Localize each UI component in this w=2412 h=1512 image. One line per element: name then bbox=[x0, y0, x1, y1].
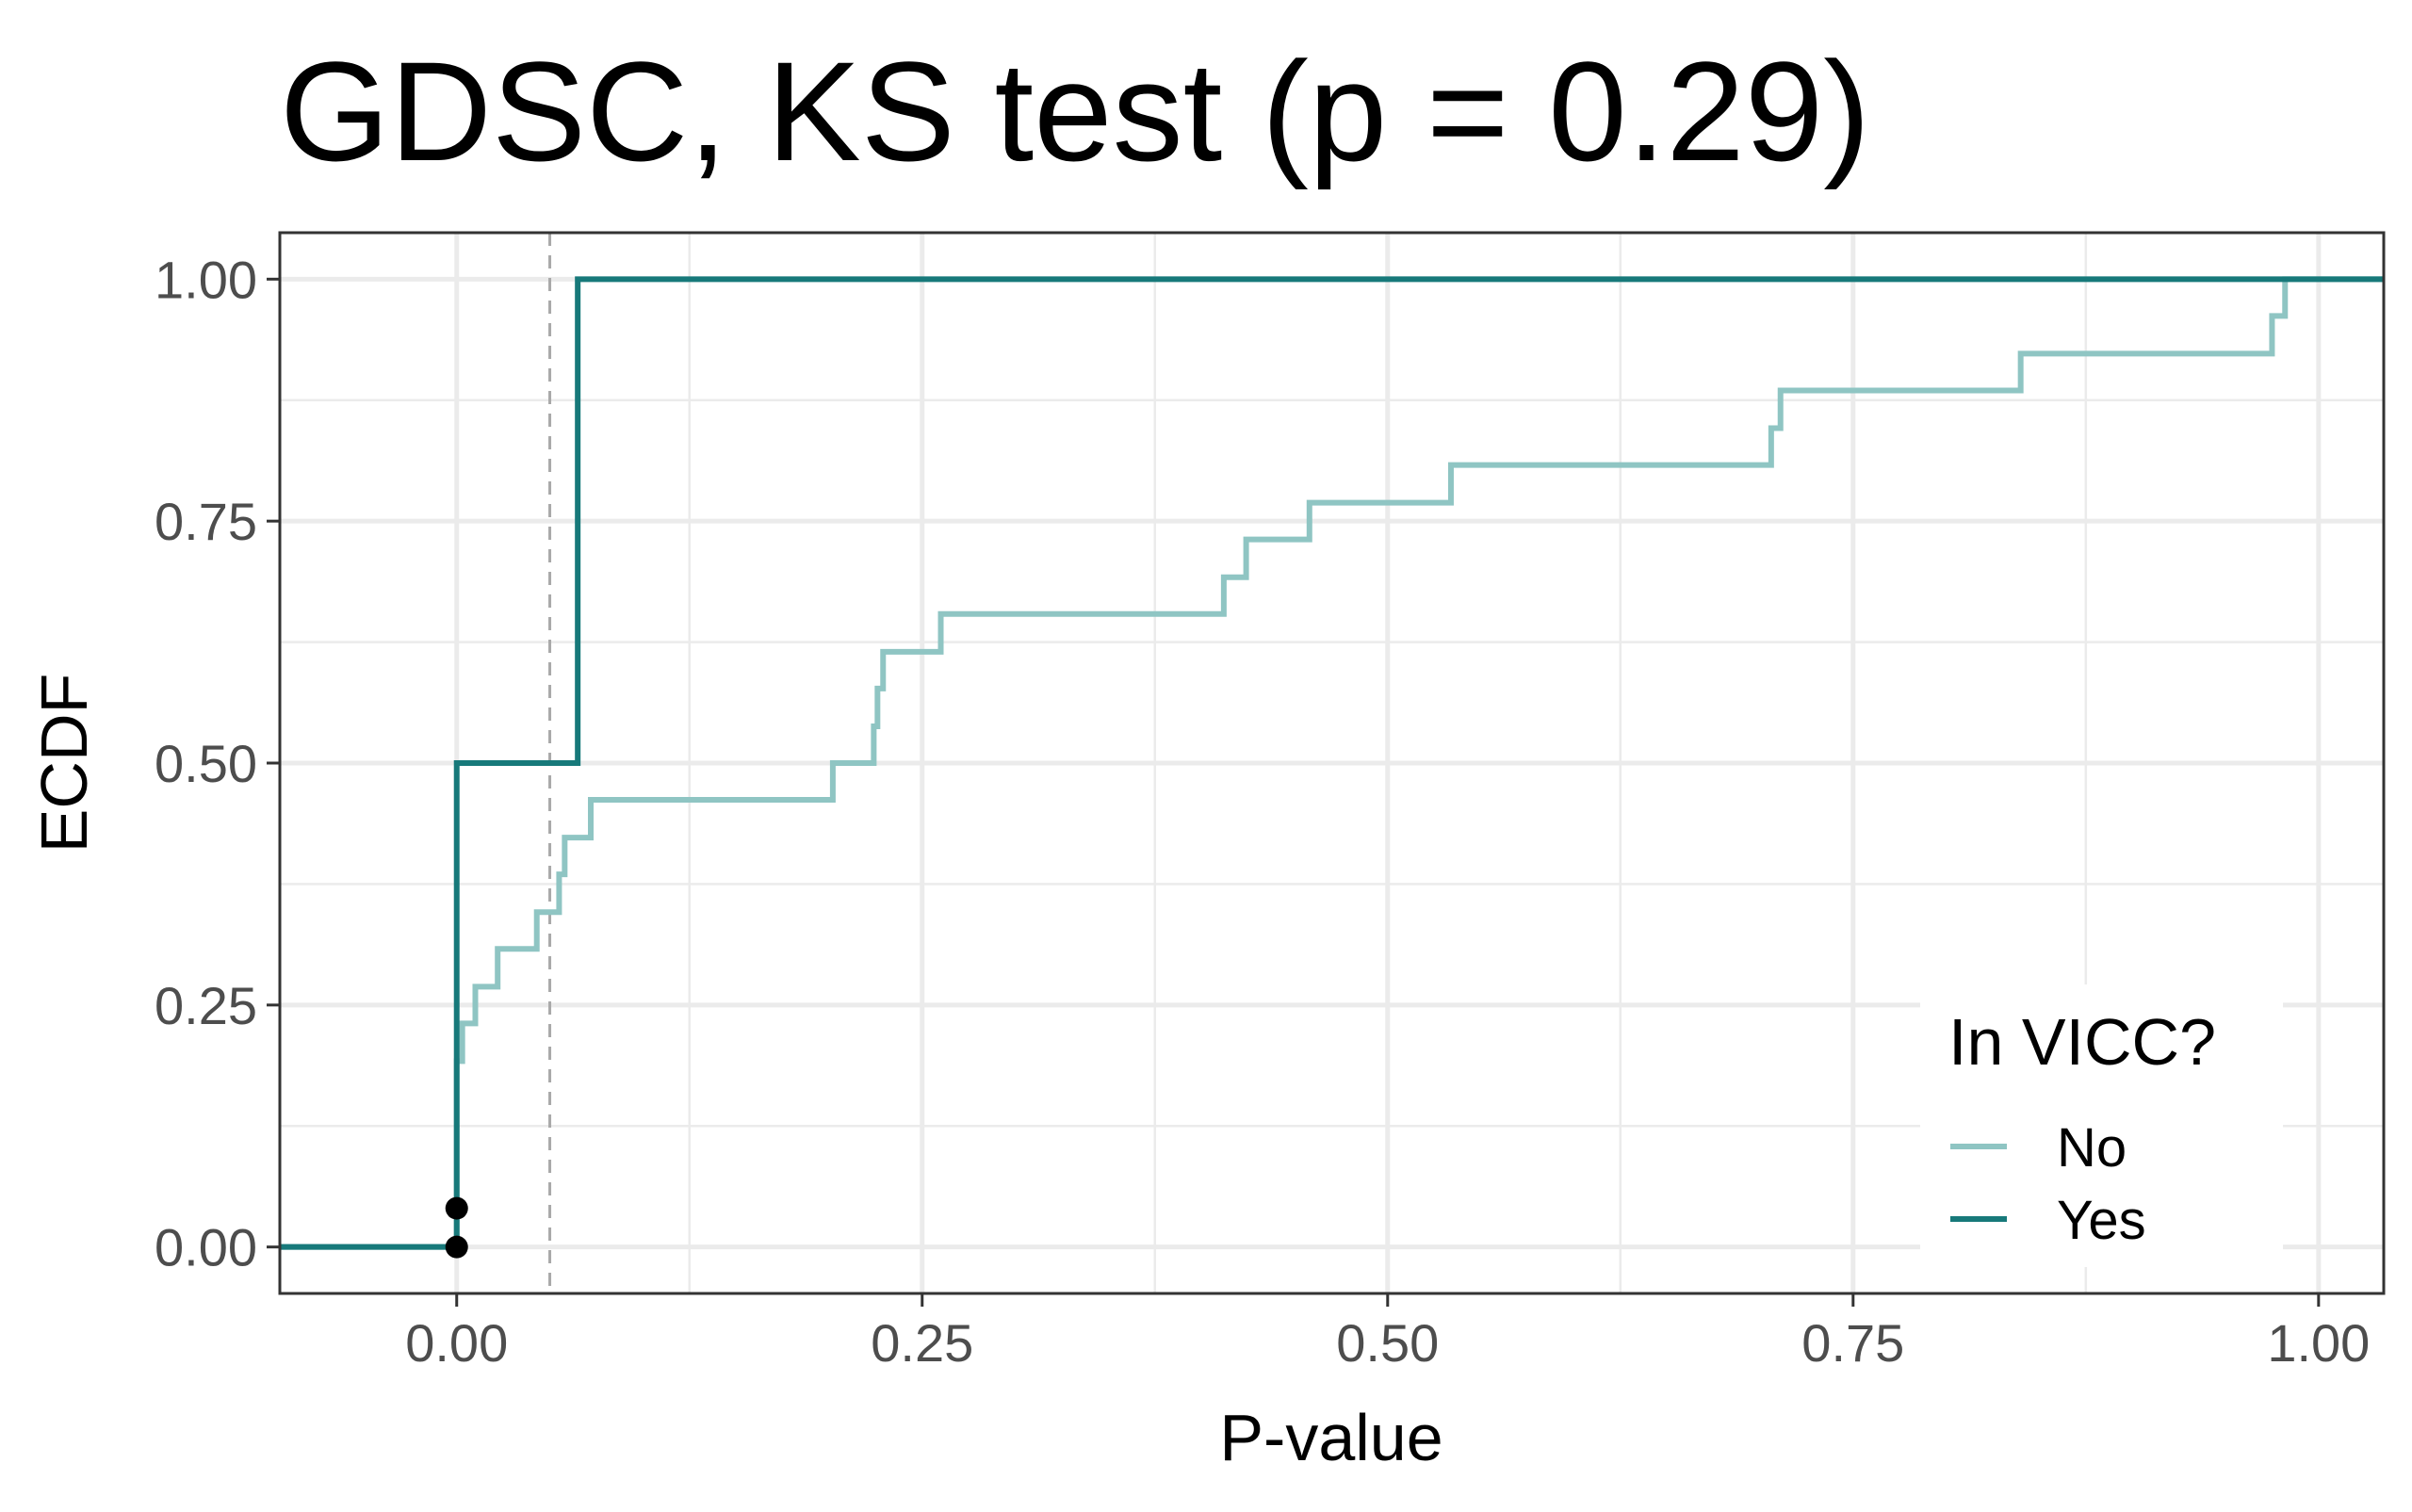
x-axis-title: P-value bbox=[1219, 1401, 1442, 1474]
legend-label-yes: Yes bbox=[2057, 1190, 2146, 1251]
y-axis-title: ECDF bbox=[27, 674, 101, 854]
y-tick-label: 0.75 bbox=[155, 492, 257, 551]
y-tick-label: 0.50 bbox=[155, 734, 257, 793]
series-line-no bbox=[280, 276, 2384, 1250]
x-tick-label: 0.00 bbox=[405, 1313, 508, 1373]
y-tick-label: 1.00 bbox=[155, 250, 257, 309]
x-tick-label: 0.75 bbox=[1801, 1313, 1904, 1373]
axis-layer: 0.00 0.25 0.50 0.75 1.00 0.00 0.25 0.50 0.75 1.00 bbox=[155, 250, 2370, 1373]
legend-title: In VICC? bbox=[1948, 1005, 2216, 1079]
y-tick-label: 0.00 bbox=[155, 1218, 257, 1277]
legend-label-no: No bbox=[2057, 1117, 2127, 1179]
chart-title: GDSC, KS test (p = 0.29) bbox=[280, 32, 1870, 190]
points-layer bbox=[445, 1196, 468, 1259]
data-point bbox=[445, 1196, 468, 1220]
series-layer bbox=[280, 276, 2384, 1250]
data-point bbox=[445, 1235, 468, 1259]
series-line-yes bbox=[280, 276, 2384, 1250]
x-tick-label: 0.25 bbox=[871, 1313, 973, 1373]
y-tick-label: 0.25 bbox=[155, 976, 257, 1035]
legend: In VICC? No Yes bbox=[1920, 984, 2283, 1267]
x-tick-label: 1.00 bbox=[2267, 1313, 2370, 1373]
x-tick-label: 0.50 bbox=[1336, 1313, 1439, 1373]
